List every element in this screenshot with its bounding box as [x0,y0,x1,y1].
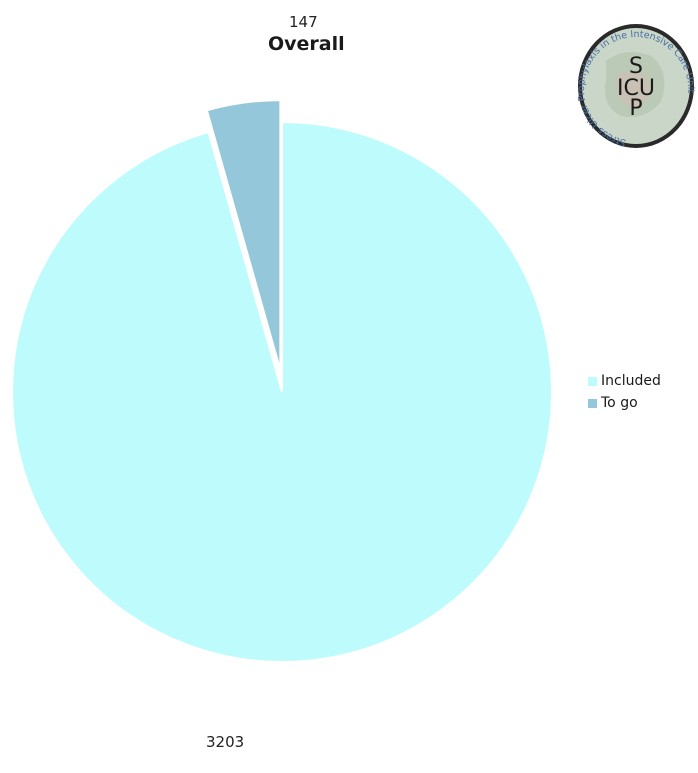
legend-item-included: Included [588,370,661,392]
logo-initial-p: P [629,96,642,121]
chart-title: Overall [268,33,345,55]
legend: Included To go [588,370,661,414]
data-label-to-go: 147 [289,13,318,31]
legend-item-to-go: To go [588,392,661,414]
pie-slice-to-go [205,99,282,371]
legend-label-to-go: To go [601,395,638,411]
logo-initial-icu: ICU [617,76,655,101]
sicup-logo: Stress Ulcer Prophylaxis in the Intensiv… [576,24,696,148]
legend-swatch-to-go [588,398,597,408]
data-label-included: 3203 [206,733,245,751]
legend-label-included: Included [601,373,661,389]
pie-slice-included [11,120,553,663]
logo-initial-s: S [629,54,643,79]
legend-swatch-included [588,376,597,386]
